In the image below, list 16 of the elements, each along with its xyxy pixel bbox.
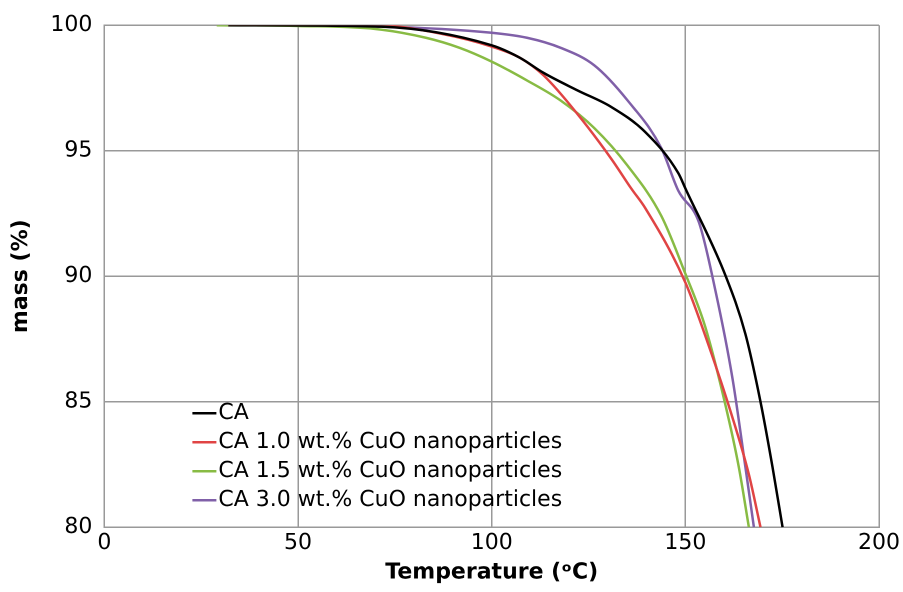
legend-label: CA 3.0 wt.% CuO nanoparticles	[218, 486, 562, 512]
x-tick-label: 200	[858, 530, 900, 556]
legend-label: CA 1.5 wt.% CuO nanoparticles	[218, 458, 562, 483]
y-tick-label: 100	[50, 12, 92, 37]
legend-label: CA	[218, 400, 249, 425]
y-tick-label: 85	[64, 388, 92, 414]
y-tick-label: 80	[64, 514, 92, 539]
legend-label: CA 1.0 wt.% CuO nanoparticles	[218, 428, 562, 454]
y-tick-label: 95	[64, 137, 92, 162]
x-axis-title: Temperature (ᵒC)	[385, 560, 598, 585]
x-tick-label: 0	[97, 530, 112, 556]
y-tick-label: 90	[64, 262, 92, 288]
x-tick-label: 150	[664, 530, 706, 556]
x-tick-label: 50	[284, 530, 312, 556]
y-axis-title: mass (%)	[8, 219, 33, 334]
x-tick-label: 100	[470, 530, 513, 556]
